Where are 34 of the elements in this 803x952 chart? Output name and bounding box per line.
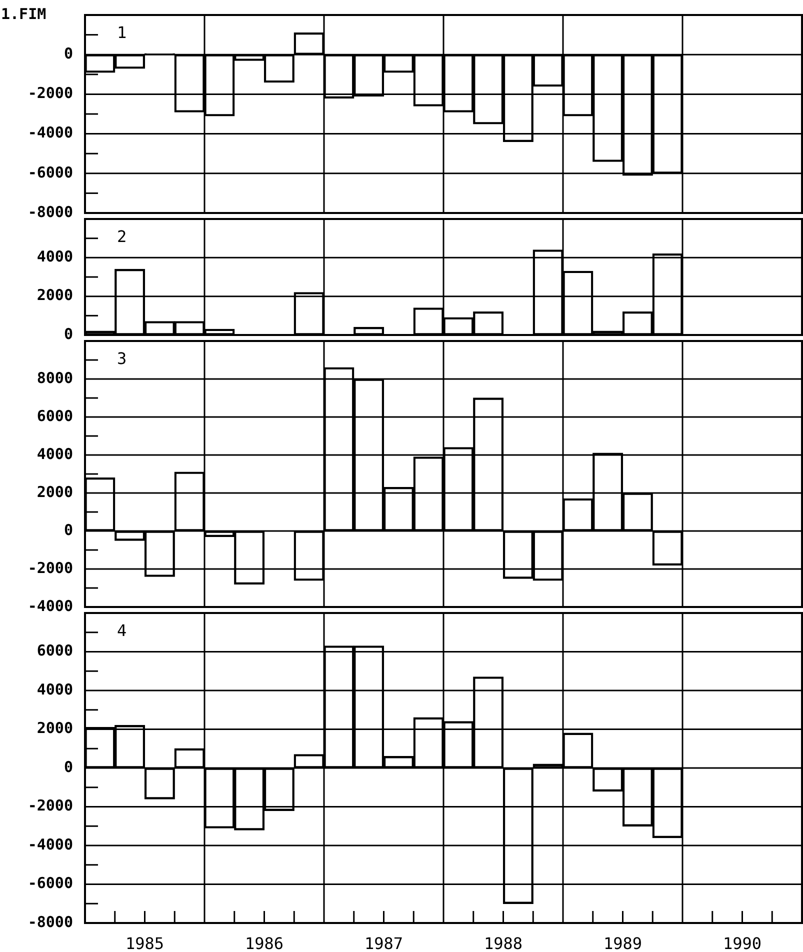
text: 2 — [117, 227, 127, 246]
y-tick-label: 0 — [64, 324, 73, 343]
x-tick-label: 1987 — [364, 934, 404, 952]
x-tick-label: 1986 — [244, 934, 284, 952]
y-tick-label: -2000 — [28, 796, 73, 815]
y-tick-label: 0 — [64, 520, 73, 539]
y-tick-label: -2000 — [28, 558, 73, 577]
x-tick-label: 1989 — [603, 934, 642, 952]
y-tick-label: -2000 — [28, 84, 73, 102]
y-tick-label: 6000 — [36, 406, 73, 425]
text: 4 — [117, 621, 127, 640]
y-tick-label: -8000 — [28, 202, 73, 221]
y-tick-label: -6000 — [28, 163, 73, 182]
y-tick-label: -6000 — [28, 874, 73, 892]
y-tick-label: -4000 — [28, 124, 73, 142]
y-tick-label: 4000 — [36, 680, 73, 698]
text: 3 — [117, 349, 127, 368]
y-tick-label: 2000 — [36, 482, 73, 501]
x-tick-label: 1988 — [484, 934, 523, 952]
y-tick-label: -4000 — [28, 596, 73, 615]
y-tick-label: 4000 — [36, 444, 73, 463]
y-tick-label: 2000 — [36, 286, 73, 304]
text: 1 — [117, 23, 127, 42]
y-tick-label: 2000 — [36, 719, 73, 738]
y-tick-label: 8000 — [36, 368, 73, 387]
y-axis-title: 1.FIM — [1, 4, 46, 23]
y-tick-label: -8000 — [28, 912, 73, 931]
y-tick-label: 4000 — [36, 248, 73, 266]
x-tick-label: 1985 — [125, 934, 164, 952]
y-tick-label: 0 — [64, 44, 73, 62]
y-tick-label: 6000 — [36, 642, 73, 660]
x-tick-label: 1990 — [722, 934, 762, 952]
y-tick-label: -4000 — [28, 835, 73, 854]
y-tick-label: 0 — [64, 758, 73, 776]
